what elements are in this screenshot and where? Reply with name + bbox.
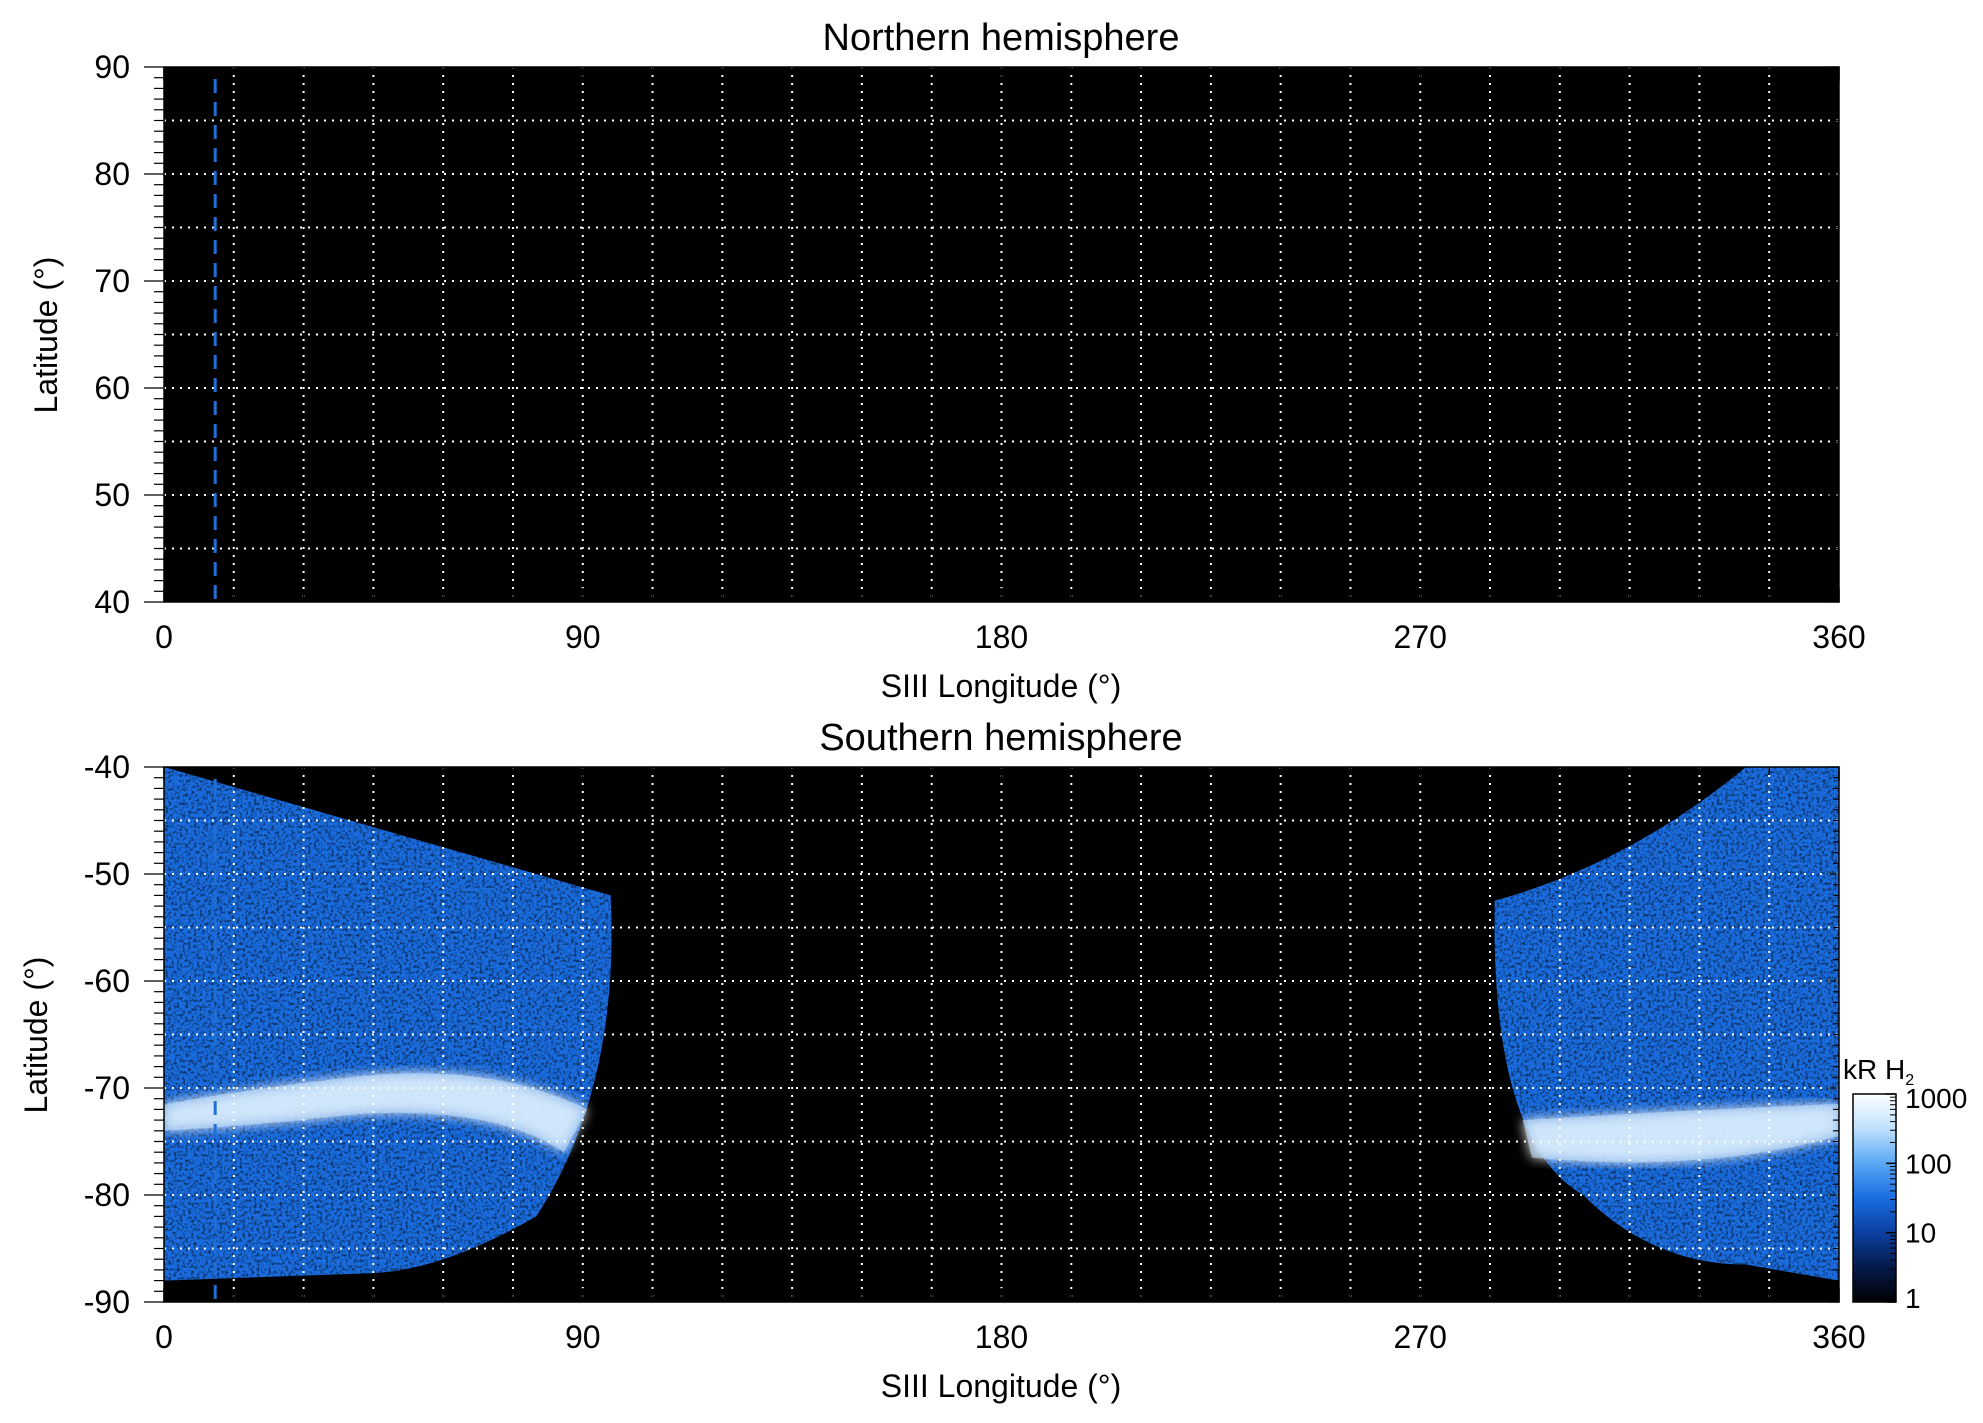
north-y-tick-labels: 90 80 70 60 50 40 — [94, 49, 130, 620]
x-tick-label: 360 — [1812, 619, 1865, 655]
emission-region — [164, 767, 612, 1281]
x-tick-label: 360 — [1812, 1319, 1865, 1355]
north-title: Northern hemisphere — [823, 17, 1180, 59]
south-grid — [164, 767, 1839, 1302]
x-tick-label: 270 — [1394, 1319, 1447, 1355]
emission-region-noise — [164, 767, 612, 1281]
y-tick-label: 90 — [94, 49, 130, 85]
x-tick-label: 180 — [975, 619, 1028, 655]
south-y-axis-label: Latitude (°) — [18, 957, 54, 1114]
colorbar-tick-label: 10 — [1905, 1218, 1936, 1249]
south-emission-map — [164, 767, 1839, 1281]
y-tick-label: -50 — [84, 856, 130, 892]
y-tick-label: 60 — [94, 370, 130, 406]
y-tick-label: -90 — [84, 1284, 130, 1320]
x-tick-label: 90 — [565, 619, 601, 655]
auroral-oval-core — [1522, 1104, 1839, 1163]
south-title: Southern hemisphere — [819, 717, 1182, 759]
colorbar-gradient — [1852, 1093, 1897, 1303]
y-tick-label: 40 — [94, 584, 130, 620]
south-y-tick-labels: -40 -50 -60 -70 -80 -90 — [84, 749, 130, 1320]
x-tick-label: 90 — [565, 1319, 601, 1355]
y-tick-label: -60 — [84, 963, 130, 999]
y-tick-label: -40 — [84, 749, 130, 785]
north-y-axis-label: Latitude (°) — [28, 257, 64, 414]
x-tick-label: 270 — [1394, 619, 1447, 655]
colorbar-tick-label: 100 — [1905, 1148, 1952, 1179]
x-tick-label: 0 — [155, 1319, 173, 1355]
y-tick-label: 50 — [94, 477, 130, 513]
x-tick-label: 0 — [155, 619, 173, 655]
south-panel: Southern hemisphere 0 90 180 270 360 -40-50-… — [18, 717, 1967, 1404]
auroral-oval-core — [164, 1073, 588, 1153]
colorbar-ticks: 1000 100 10 1 — [1886, 1083, 1967, 1314]
colorbar-tick-label: 1000 — [1905, 1083, 1967, 1114]
colorbar-unit-subscript: 2 — [1905, 1072, 1914, 1089]
x-tick-label: 180 — [975, 1319, 1028, 1355]
y-tick-label: -70 — [84, 1070, 130, 1106]
y-tick-label: 70 — [94, 263, 130, 299]
south-x-axis-label: SIII Longitude (°) — [881, 1368, 1121, 1404]
north-x-axis-label: SIII Longitude (°) — [881, 668, 1121, 704]
emission-region — [1494, 767, 1839, 1281]
colorbar-unit-label: kR H2 — [1843, 1054, 1914, 1089]
y-tick-label: -80 — [84, 1177, 130, 1213]
north-panel: Northern hemisphere 0 90 180 270 360 90 80 70 6… — [28, 17, 1866, 704]
y-tick-label: 80 — [94, 156, 130, 192]
north-x-tick-labels: 0 90 180 270 360 — [155, 619, 1866, 655]
north-grid — [164, 67, 1839, 602]
south-axis-ticks — [144, 766, 1840, 1303]
colorbar: kR H2 1000 100 10 1 — [1843, 1054, 1967, 1314]
south-x-tick-labels: 0 90 180 270 360 — [155, 1319, 1866, 1355]
north-axis-ticks — [144, 66, 1840, 603]
colorbar-tick-label: 1 — [1905, 1283, 1921, 1314]
